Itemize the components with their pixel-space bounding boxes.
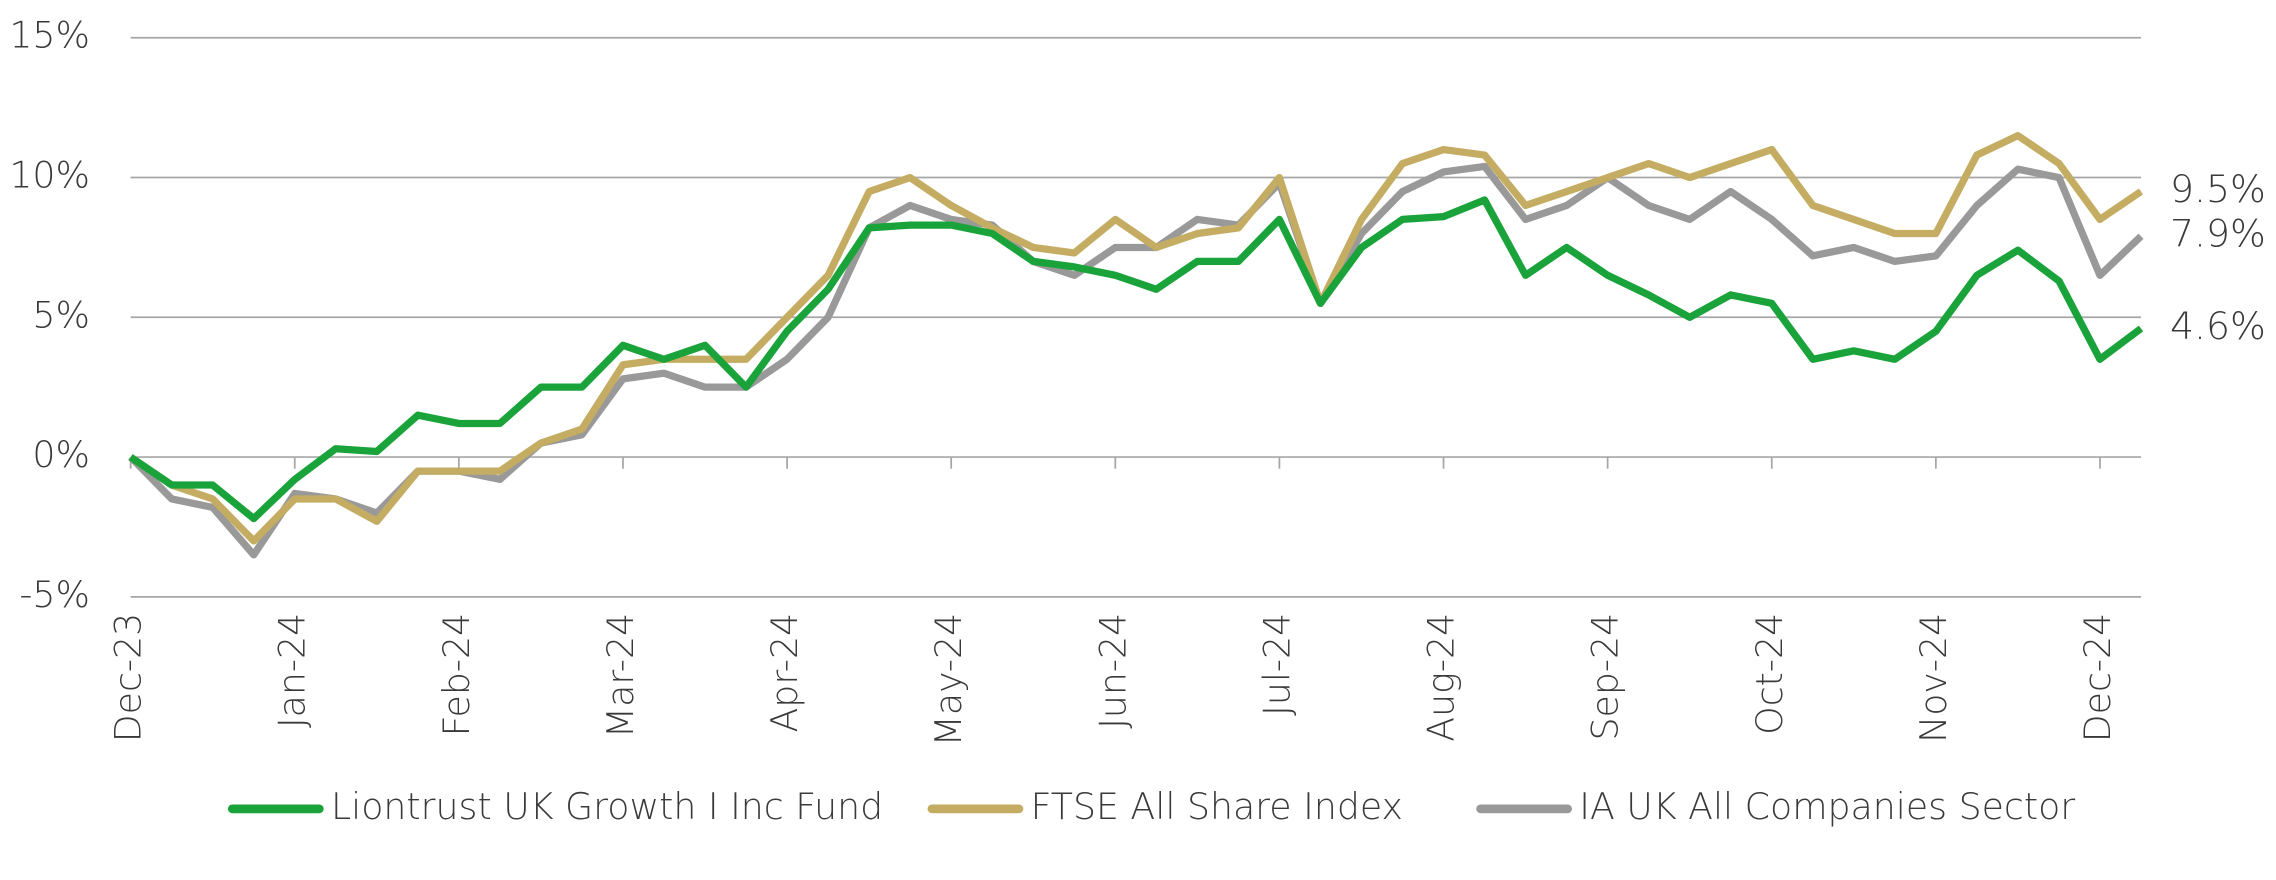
x-tick-label: Oct-24 [1748, 613, 1791, 735]
legend-label: IA UK All Companies Sector [1579, 785, 2075, 828]
x-tick-label: Dec-23 [107, 613, 150, 742]
x-tick-label: Nov-24 [1912, 613, 1955, 743]
y-tick-label: 15% [9, 14, 90, 57]
x-tick-label: Feb-24 [435, 613, 478, 737]
x-tick-label: Apr-24 [763, 613, 806, 733]
x-tick-label: Jan-24 [271, 613, 314, 728]
y-tick-label: 5% [32, 293, 90, 336]
x-tick-label: Aug-24 [1420, 613, 1463, 742]
y-tick-label: -5% [19, 573, 90, 616]
legend-label: Liontrust UK Growth I Inc Fund [331, 785, 883, 828]
x-tick-label: Mar-24 [599, 613, 642, 738]
x-tick-label: Dec-24 [2076, 613, 2119, 742]
series-line [128, 132, 2144, 545]
y-tick-label: 10% [9, 154, 90, 197]
legend-label: FTSE All Share Index [1031, 785, 1403, 828]
x-tick-label: Jul-24 [1255, 613, 1298, 716]
end-label: 9.5% [2170, 167, 2266, 211]
x-tick-label: Jun-24 [1091, 613, 1134, 729]
series-line [128, 196, 2144, 523]
end-label: 7.9% [2170, 212, 2266, 256]
x-tick-label: May-24 [927, 613, 970, 747]
y-tick-label: 0% [32, 433, 90, 476]
end-label: 4.6% [2170, 304, 2266, 348]
x-tick-label: Sep-24 [1584, 613, 1627, 741]
series-line [128, 162, 2144, 559]
